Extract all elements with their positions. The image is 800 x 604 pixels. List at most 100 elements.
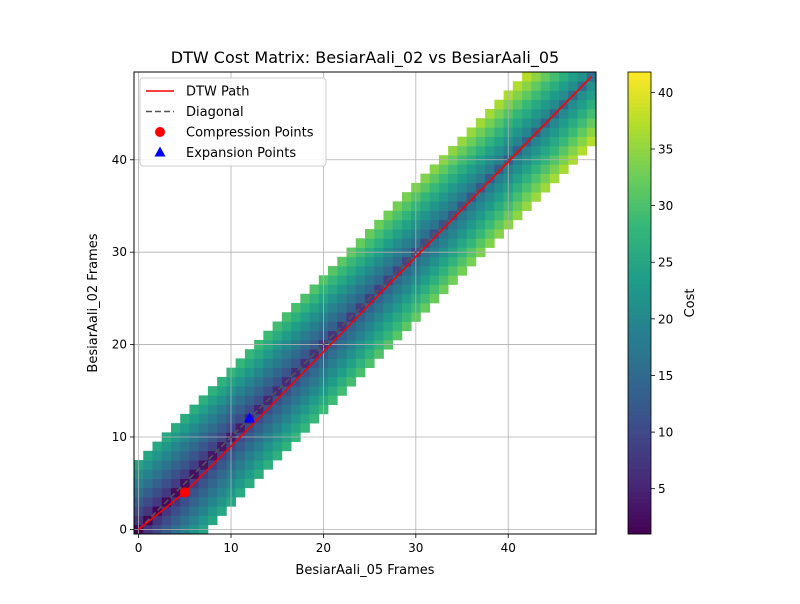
colorbar-swatch (628, 487, 651, 493)
heatmap-cell (586, 136, 597, 147)
colorbar-swatch (628, 445, 651, 450)
heatmap-cell (180, 441, 190, 452)
heatmap-cell (161, 441, 172, 452)
heatmap-cell (401, 229, 412, 239)
heatmap-cell (328, 349, 338, 359)
heatmap-cell (531, 108, 541, 119)
heatmap-cell (143, 478, 153, 489)
heatmap-cell (281, 404, 292, 415)
heatmap-cell (355, 330, 366, 341)
colorbar-swatch (628, 345, 651, 350)
colorbar-swatch (628, 241, 651, 246)
heatmap-cell (291, 330, 301, 341)
heatmap-cell (466, 173, 477, 184)
heatmap-cell (346, 303, 357, 313)
colorbar-swatch (628, 368, 651, 373)
heatmap-cell (540, 136, 551, 147)
heatmap-cell (207, 469, 218, 479)
heatmap-cell (272, 450, 283, 461)
heatmap-cell (540, 99, 551, 110)
heatmap-cell (355, 293, 366, 304)
heatmap-cell (272, 330, 283, 341)
heatmap-cell (180, 469, 190, 479)
colorbar-swatch (628, 326, 651, 331)
heatmap-cell (512, 118, 523, 128)
heatmap-cell (549, 136, 560, 147)
heatmap-cell (559, 164, 569, 174)
heatmap-cell (244, 450, 255, 461)
heatmap-cell (235, 478, 246, 489)
heatmap-cell (198, 487, 209, 498)
heatmap-cell (235, 423, 246, 433)
heatmap-cell (540, 164, 551, 174)
heatmap-cell (291, 413, 301, 424)
heatmap-cell (475, 229, 486, 239)
heatmap-cell (392, 201, 403, 211)
heatmap-cell (577, 145, 588, 156)
heatmap-cell (170, 441, 181, 452)
heatmap-cell (383, 256, 394, 267)
heatmap-cell (383, 321, 394, 332)
heatmap-cell (466, 127, 477, 138)
colorbar-swatch (628, 98, 651, 104)
heatmap-cell (438, 201, 449, 211)
heatmap-cell (420, 256, 431, 267)
x-tick-label: 0 (135, 541, 143, 555)
heatmap-cell (475, 118, 486, 128)
heatmap-cell (438, 182, 449, 193)
heatmap-cell (448, 219, 458, 230)
heatmap-cell (346, 256, 357, 267)
heatmap-cell (392, 303, 403, 313)
heatmap-cell (549, 164, 560, 174)
heatmap-cell (235, 367, 246, 378)
heatmap-cell (531, 164, 541, 174)
heatmap-cell (346, 293, 357, 304)
heatmap-cell (392, 284, 403, 295)
colorbar-swatch (628, 137, 651, 142)
heatmap-cell (568, 108, 578, 119)
heatmap-cell (365, 266, 375, 276)
colorbar-swatch (628, 457, 651, 462)
heatmap-cell (189, 423, 200, 433)
heatmap-cell (365, 349, 375, 359)
heatmap-cell (438, 173, 449, 184)
heatmap-cell (198, 423, 209, 433)
heatmap-cell (254, 349, 264, 359)
heatmap-cell (309, 330, 320, 341)
heatmap-cell (485, 219, 495, 230)
heatmap-cell (180, 497, 190, 507)
heatmap-cell (337, 293, 347, 304)
heatmap-cell (309, 395, 320, 405)
heatmap-cell (438, 229, 449, 239)
colorbar-swatch (628, 430, 651, 435)
colorbar-swatch (628, 83, 651, 88)
legend-handle-expansion-points (154, 146, 166, 157)
colorbar-swatch (628, 210, 651, 215)
y-axis-ticks: 0 10 20 30 40 (112, 153, 134, 536)
y-tick-label: 30 (112, 245, 127, 259)
heatmap-cell (475, 182, 486, 193)
colorbar-swatch (628, 499, 651, 504)
heatmap-cell (540, 90, 551, 101)
heatmap-cell (244, 441, 255, 452)
legend-label-expansion-points: Expansion Points (186, 146, 296, 161)
heatmap-cell (365, 312, 375, 322)
legend: DTW Path Diagonal Compression Points Expans… (139, 77, 327, 167)
colorbar-swatch (628, 433, 651, 439)
heatmap-cell (152, 487, 163, 498)
heatmap-cell (254, 469, 264, 479)
heatmap-cell (272, 349, 283, 359)
heatmap-cell (328, 303, 338, 313)
heatmap-cell (374, 219, 384, 230)
colorbar-swatch (628, 356, 651, 362)
heatmap-cell (152, 469, 163, 479)
heatmap-cell (355, 238, 366, 248)
heatmap-cell (549, 81, 560, 91)
heatmap-cell (466, 229, 477, 239)
heatmap-cell (438, 192, 449, 202)
heatmap-cell (161, 478, 172, 489)
heatmap-cell (448, 192, 458, 202)
heatmap-cell (392, 256, 403, 267)
colorbar-tick-label: 5 (658, 482, 666, 496)
heatmap-cell (531, 99, 541, 110)
